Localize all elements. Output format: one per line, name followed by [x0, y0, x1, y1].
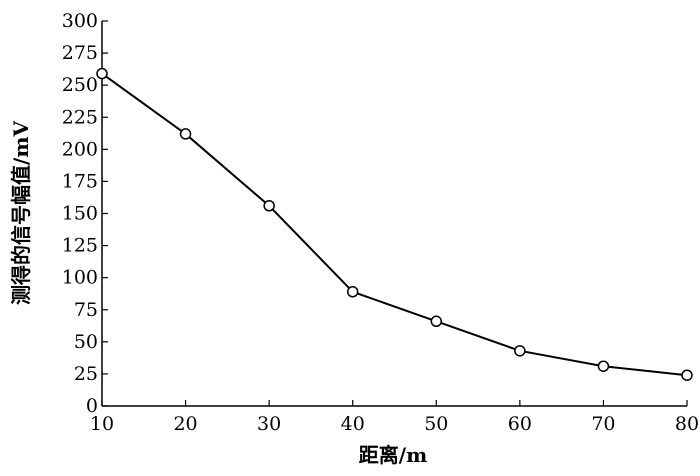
y-tick-label: 0 [86, 395, 98, 417]
data-point [514, 345, 526, 357]
x-tick-label: 80 [675, 413, 699, 435]
x-tick-label: 30 [257, 413, 281, 435]
y-tick-label: 250 [62, 74, 98, 96]
y-tick-label: 50 [74, 331, 98, 353]
y-tick-label: 150 [62, 203, 98, 225]
x-tick-label: 10 [90, 413, 114, 435]
y-tick-label: 75 [74, 299, 98, 321]
x-tick-label: 60 [508, 413, 532, 435]
y-tick-label: 300 [62, 10, 98, 32]
data-point [597, 360, 610, 372]
y-tick-label: 200 [62, 138, 98, 160]
y-tick-label: 275 [62, 42, 98, 64]
x-tick-label: 50 [424, 413, 448, 435]
y-tick-label: 225 [62, 106, 98, 128]
x-tick-label: 20 [173, 413, 197, 435]
y-ticks: 0 25 50 75 100 125 150 175 200 225 250 275 300 [62, 10, 108, 417]
y-tick-label: 175 [62, 170, 98, 192]
series-group [96, 67, 693, 381]
data-point [96, 67, 108, 80]
y-axis-title: 测得的信号幅值/mV [9, 121, 33, 305]
y-tick-label: 100 [62, 267, 98, 289]
x-ticks: 10 20 30 40 50 60 70 80 [90, 400, 699, 435]
data-point [263, 200, 275, 212]
data-point [430, 315, 443, 328]
data-point [346, 286, 359, 298]
axes [101, 21, 687, 407]
data-point [179, 128, 192, 140]
x-axis-title: 距离/m [359, 443, 427, 467]
y-tick-label: 125 [62, 235, 98, 257]
data-point [681, 369, 693, 381]
x-tick-label: 70 [591, 413, 615, 435]
x-tick-label: 40 [341, 413, 365, 435]
y-tick-label: 25 [74, 363, 98, 385]
series-line [101, 72, 688, 377]
